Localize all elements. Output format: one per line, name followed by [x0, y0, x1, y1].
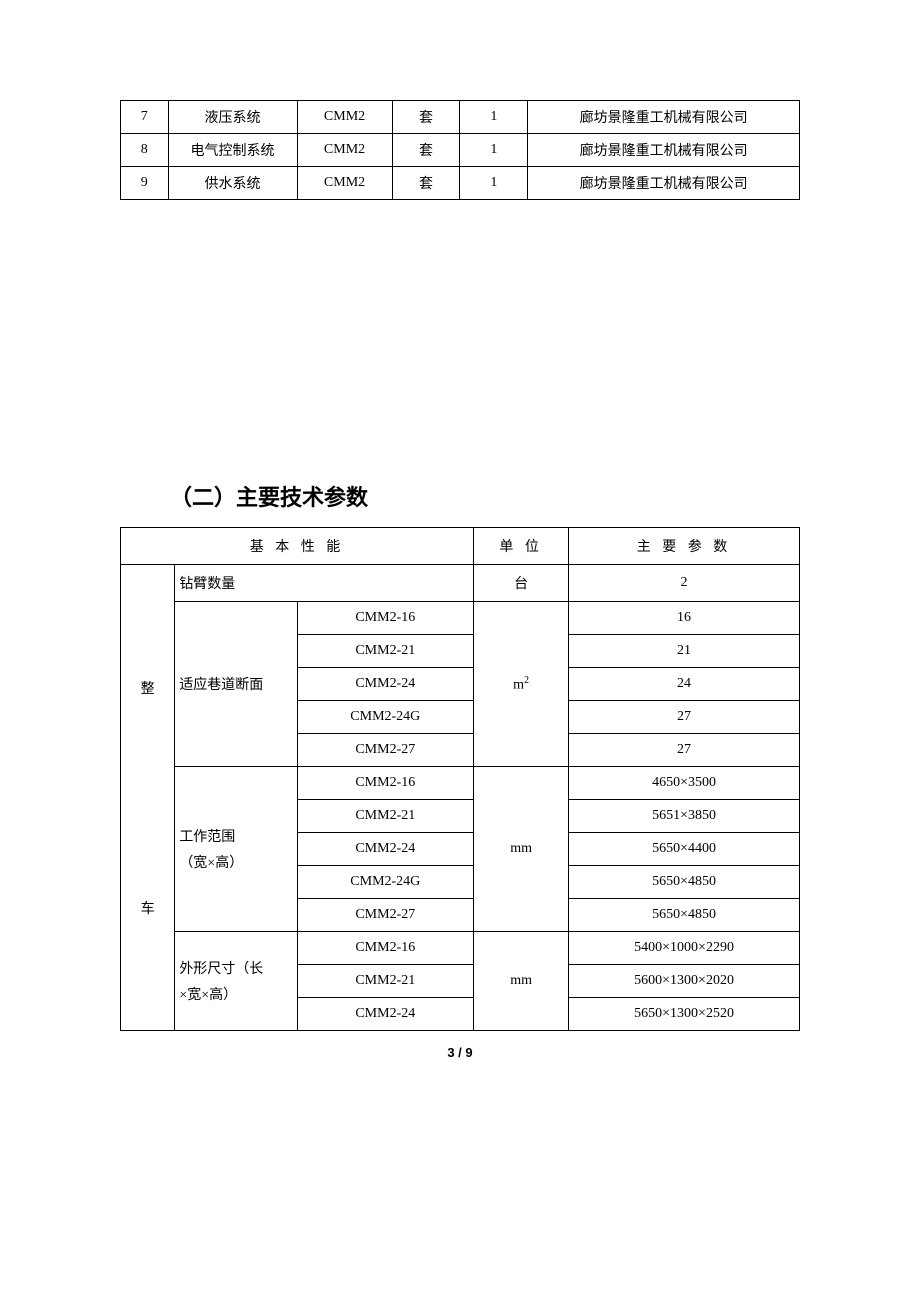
cell-model: CMM2-21	[297, 965, 474, 998]
category-zheng: 整	[125, 678, 170, 698]
cell-value: 4650×3500	[569, 767, 800, 800]
cell-model: CMM2-24	[297, 668, 474, 701]
cell-unit: 套	[392, 134, 460, 167]
cell-unit: m2	[474, 602, 569, 767]
cell-unit: mm	[474, 932, 569, 1031]
components-table: 7 液压系统 CMM2 套 1 廊坊景隆重工机械有限公司 8 电气控制系统 CM…	[120, 100, 800, 200]
table-row: 适应巷道断面 CMM2-16 m2 16	[121, 602, 800, 635]
cell-model: CMM2	[297, 101, 392, 134]
cell-value: 24	[569, 668, 800, 701]
cell-model: CMM2-24G	[297, 866, 474, 899]
label-line1: 外形尺寸（长	[179, 958, 292, 978]
cell-value: 5651×3850	[569, 800, 800, 833]
label-line2: ×宽×高）	[179, 984, 292, 1004]
cell-model: CMM2	[297, 134, 392, 167]
cell-value: 5650×4850	[569, 899, 800, 932]
label-line1: 工作范围	[179, 826, 292, 846]
cell-category: 整 车	[121, 565, 175, 1031]
table-row: 9 供水系统 CMM2 套 1 廊坊景隆重工机械有限公司	[121, 167, 800, 200]
cell-mfr: 廊坊景隆重工机械有限公司	[528, 134, 800, 167]
cell-num: 8	[121, 134, 169, 167]
header-basic-perf: 基 本 性 能	[121, 528, 474, 565]
cell-unit: 套	[392, 101, 460, 134]
cell-value: 2	[569, 565, 800, 602]
spec-table: 基 本 性 能 单 位 主 要 参 数 整 车 钻臂数量 台 2 适应巷道断面 …	[120, 527, 800, 1031]
table-row: 工作范围 （宽×高） CMM2-16 mm 4650×3500	[121, 767, 800, 800]
table-row: 8 电气控制系统 CMM2 套 1 廊坊景隆重工机械有限公司	[121, 134, 800, 167]
cell-model: CMM2	[297, 167, 392, 200]
cell-mfr: 廊坊景隆重工机械有限公司	[528, 167, 800, 200]
cell-qty: 1	[460, 101, 528, 134]
cell-name: 供水系统	[168, 167, 297, 200]
cell-value: 27	[569, 701, 800, 734]
cell-num: 9	[121, 167, 169, 200]
page-footer: 3 / 9	[120, 1045, 800, 1060]
cell-model: CMM2-24G	[297, 701, 474, 734]
cell-name: 液压系统	[168, 101, 297, 134]
cell-model: CMM2-21	[297, 800, 474, 833]
table-row: 基 本 性 能 单 位 主 要 参 数	[121, 528, 800, 565]
cell-mfr: 廊坊景隆重工机械有限公司	[528, 101, 800, 134]
cell-value: 21	[569, 635, 800, 668]
cell-value: 5600×1300×2020	[569, 965, 800, 998]
cell-model: CMM2-16	[297, 932, 474, 965]
cell-model: CMM2-27	[297, 899, 474, 932]
header-unit: 单 位	[474, 528, 569, 565]
cell-param-label: 适应巷道断面	[175, 602, 297, 767]
cell-value: 27	[569, 734, 800, 767]
cell-model: CMM2-16	[297, 602, 474, 635]
cell-unit: mm	[474, 767, 569, 932]
cell-model: CMM2-16	[297, 767, 474, 800]
cell-model: CMM2-24	[297, 833, 474, 866]
cell-qty: 1	[460, 167, 528, 200]
cell-unit: 台	[474, 565, 569, 602]
cell-value: 5650×4400	[569, 833, 800, 866]
cell-value: 5650×4850	[569, 866, 800, 899]
cell-unit: 套	[392, 167, 460, 200]
section-heading: （二）主要技术参数	[170, 480, 800, 512]
cell-value: 5400×1000×2290	[569, 932, 800, 965]
header-main-param: 主 要 参 数	[569, 528, 800, 565]
category-che: 车	[125, 898, 170, 918]
cell-value: 16	[569, 602, 800, 635]
table-row: 7 液压系统 CMM2 套 1 廊坊景隆重工机械有限公司	[121, 101, 800, 134]
cell-qty: 1	[460, 134, 528, 167]
cell-param-label: 外形尺寸（长 ×宽×高）	[175, 932, 297, 1031]
cell-value: 5650×1300×2520	[569, 998, 800, 1031]
cell-model: CMM2-21	[297, 635, 474, 668]
cell-param-label: 钻臂数量	[175, 565, 474, 602]
table-row: 整 车 钻臂数量 台 2	[121, 565, 800, 602]
cell-num: 7	[121, 101, 169, 134]
cell-model: CMM2-24	[297, 998, 474, 1031]
cell-model: CMM2-27	[297, 734, 474, 767]
table-row: 外形尺寸（长 ×宽×高） CMM2-16 mm 5400×1000×2290	[121, 932, 800, 965]
cell-param-label: 工作范围 （宽×高）	[175, 767, 297, 932]
label-line2: （宽×高）	[179, 852, 292, 872]
cell-name: 电气控制系统	[168, 134, 297, 167]
